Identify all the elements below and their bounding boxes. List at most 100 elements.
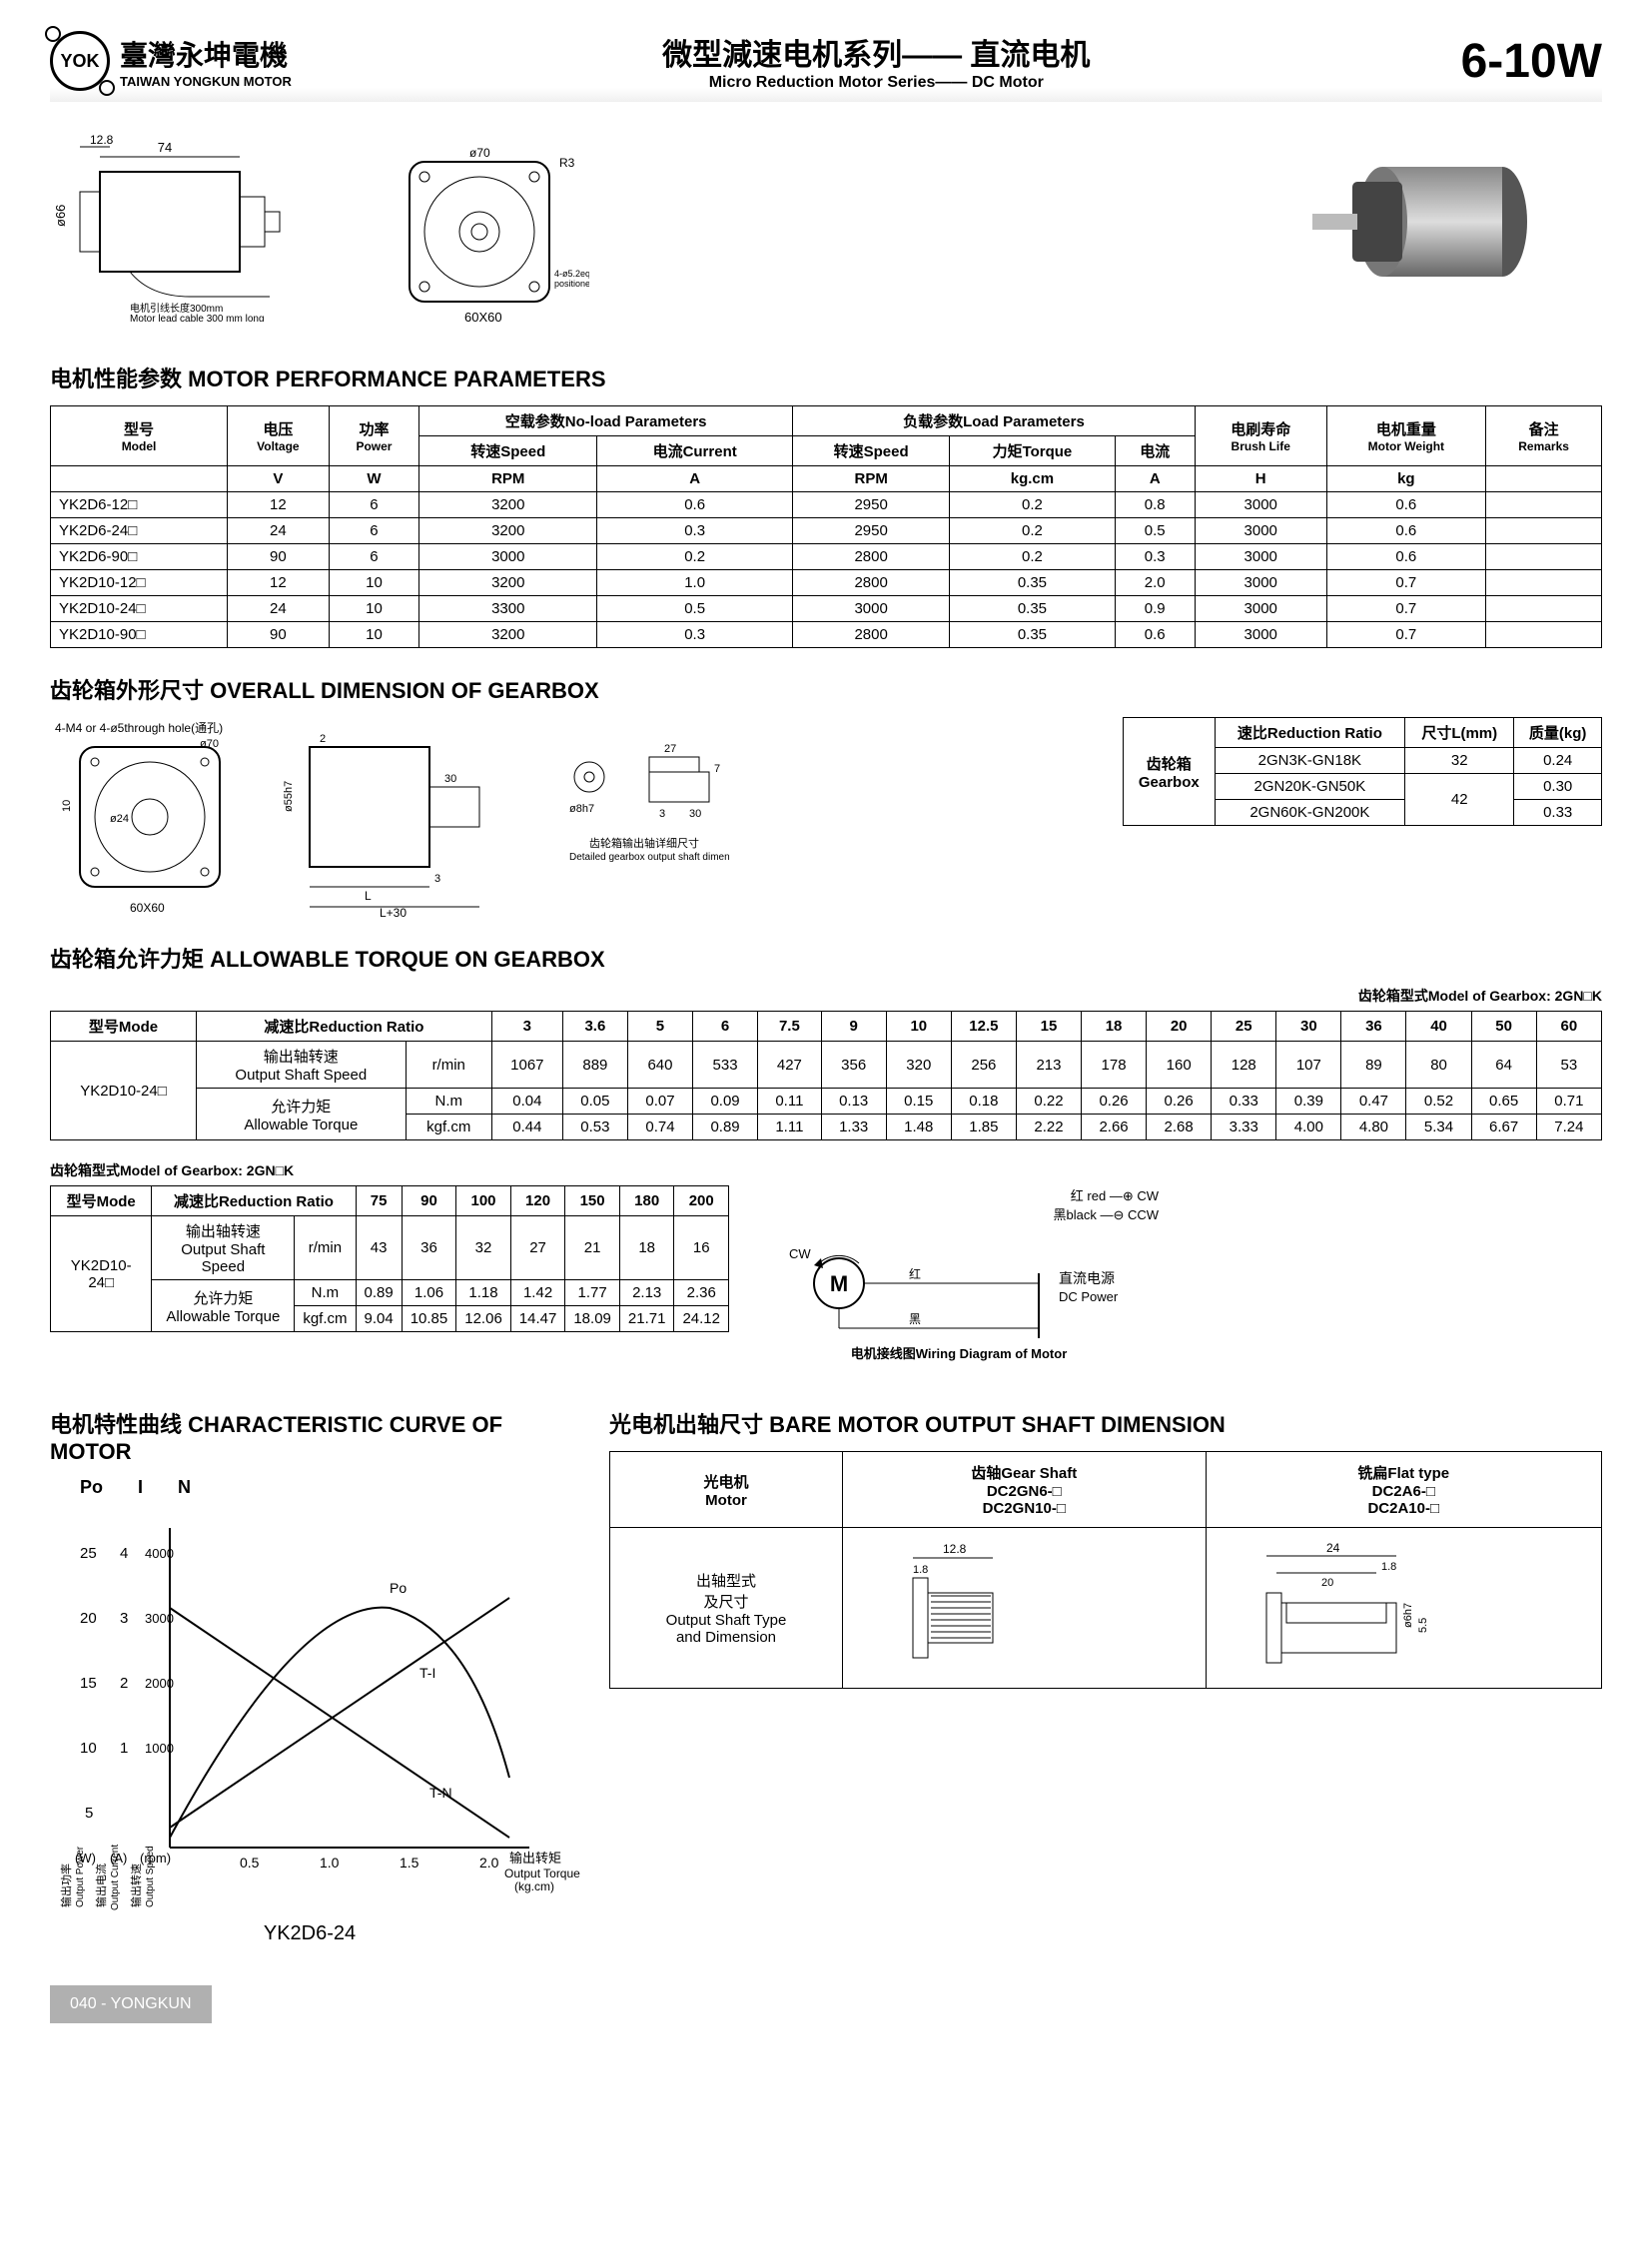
svg-text:2000: 2000 (145, 1676, 174, 1691)
perf-cell: 2800 (793, 570, 950, 596)
perf-cell: 0.6 (1326, 518, 1486, 544)
perf-cell: 0.35 (950, 596, 1115, 622)
torque-cell: 160 (1147, 1042, 1212, 1089)
svg-text:ø70: ø70 (200, 738, 219, 750)
t2-ratio: 减速比Reduction Ratio (152, 1186, 356, 1216)
perf-cell: 0.8 (1115, 492, 1195, 518)
perf-cell: 3000 (793, 596, 950, 622)
wire-ccw: CCW (1128, 1207, 1159, 1222)
wiring-diagram: 红 red —⊕ CW黑black —⊖ CCW M CW 红 黑 直流电源DC… (759, 1185, 1159, 1362)
perf-cell: 2950 (793, 518, 950, 544)
ratio-cell: 90 (402, 1186, 456, 1216)
shaft-section: 光电机出轴尺寸 BARE MOTOR OUTPUT SHAFT DIMENSIO… (609, 1382, 1602, 1945)
svg-text:20: 20 (80, 1610, 97, 1627)
svg-text:10: 10 (80, 1740, 97, 1757)
torque-cell: 0.22 (1016, 1089, 1081, 1115)
perf-cell: 0.6 (597, 492, 793, 518)
torque-flex: 型号Mode减速比Reduction Ratio7590100120150180… (50, 1185, 1602, 1362)
svg-text:黑: 黑 (909, 1312, 921, 1326)
shaft-table: 光电机Motor 齿轴Gear ShaftDC2GN6-□DC2GN10-□ 铣… (609, 1451, 1602, 1689)
perf-cell: 3300 (419, 596, 597, 622)
ratio-cell: 20 (1147, 1012, 1212, 1042)
axis-n: N (178, 1477, 191, 1498)
svg-text:(kg.cm): (kg.cm) (514, 1879, 554, 1893)
svg-text:10: 10 (61, 800, 73, 812)
torque-cell: 213 (1016, 1042, 1081, 1089)
bottom-row: 电机特性曲线 CHARACTERISTIC CURVE OF MOTOR Po … (50, 1382, 1602, 1945)
svg-text:L+30: L+30 (380, 906, 407, 917)
th-brush: 电刷寿命Brush Life (1195, 406, 1326, 466)
ratio-cell: 50 (1471, 1012, 1536, 1042)
svg-text:24: 24 (1326, 1541, 1340, 1555)
torque-cell: 0.15 (886, 1089, 951, 1115)
sh-flat-drawing: 241.820ø6h75.5 (1206, 1528, 1601, 1689)
torque-cell: 0.39 (1276, 1089, 1341, 1115)
svg-text:4: 4 (120, 1545, 128, 1562)
perf-cell: 0.7 (1326, 596, 1486, 622)
ratio-cell: 5 (627, 1012, 692, 1042)
gb-r2c3: 0.30 (1514, 774, 1602, 800)
torque-cell: 64 (1471, 1042, 1536, 1089)
motor-photo (1282, 132, 1602, 312)
torque-cell: 53 (1536, 1042, 1601, 1089)
svg-text:2.0: 2.0 (479, 1855, 499, 1870)
perf-cell: 3200 (419, 518, 597, 544)
perf-cell: 24 (228, 518, 330, 544)
t2-mode: 型号Mode (51, 1186, 152, 1216)
unit-cell: V (228, 466, 330, 492)
perf-cell: 3200 (419, 570, 597, 596)
perf-cell: 6 (329, 518, 419, 544)
ratio-cell: 3.6 (562, 1012, 627, 1042)
torque-cell: 18 (619, 1216, 674, 1280)
chart-model: YK2D6-24 (50, 1922, 569, 1945)
t1-torque: 允许力矩Allowable Torque (197, 1089, 407, 1140)
th-power: 功率Power (329, 406, 419, 466)
svg-text:4-M4 or 4-ø5through hole(通孔): 4-M4 or 4-ø5through hole(通孔) (55, 721, 223, 735)
torque-cell: 0.11 (758, 1089, 822, 1115)
perf-cell (1486, 596, 1602, 622)
ratio-cell: 25 (1212, 1012, 1276, 1042)
axis-i: I (138, 1477, 143, 1498)
perf-cell: 0.6 (1326, 492, 1486, 518)
perf-cell: YK2D10-24□ (51, 596, 228, 622)
svg-text:4000: 4000 (145, 1546, 174, 1561)
torque-cell: 0.26 (1082, 1089, 1147, 1115)
gearbox-drawing-1: 4-M4 or 4-ø5through hole(通孔) ø2410 ø7060… (50, 717, 250, 917)
torque-cell: 10.85 (402, 1306, 456, 1332)
torque-cell: 0.18 (951, 1089, 1016, 1115)
section-4-title: 电机特性曲线 CHARACTERISTIC CURVE OF MOTOR (50, 1407, 569, 1465)
torque-cell: 0.07 (627, 1089, 692, 1115)
gb-r2c1: 2GN20K-GN50K (1215, 774, 1405, 800)
svg-text:T-I: T-I (419, 1665, 435, 1681)
svg-text:3000: 3000 (145, 1611, 174, 1626)
ratio-cell: 18 (1082, 1012, 1147, 1042)
wire-black: 黑black (1053, 1207, 1096, 1222)
torque-cell: 2.68 (1147, 1115, 1212, 1140)
torque-cell: 24.12 (674, 1306, 729, 1332)
th-weight: 电机重量Motor Weight (1326, 406, 1486, 466)
perf-cell: 6 (329, 492, 419, 518)
gearbox-drawing-2: ø55h7 23 L L+30 30 (280, 717, 519, 917)
section-2-title: 齿轮箱外形尺寸 OVERALL DIMENSION OF GEARBOX (50, 673, 1602, 705)
svg-text:ø66: ø66 (53, 205, 68, 227)
ratio-cell: 6 (693, 1012, 758, 1042)
logo-text: YOK (60, 51, 99, 72)
torque-cell: 0.04 (491, 1089, 562, 1115)
torque-cell: 2.13 (619, 1280, 674, 1306)
torque-cell: 32 (456, 1216, 511, 1280)
unit-cell: kg.cm (950, 466, 1115, 492)
torque-cell: 0.52 (1406, 1089, 1471, 1115)
unit-cell: kg (1326, 466, 1486, 492)
svg-text:60X60: 60X60 (130, 901, 165, 915)
torque-cell: 2.66 (1082, 1115, 1147, 1140)
torque-cell: 0.74 (627, 1115, 692, 1140)
th-noload: 空载参数No-load Parameters (419, 406, 793, 436)
drawing-front-view: ø70R3 60X60 4-ø5.2equallypositioned(均布) (370, 132, 589, 332)
svg-text:DC Power: DC Power (1059, 1289, 1119, 1304)
t1-u3: kgf.cm (406, 1115, 491, 1140)
svg-text:2: 2 (320, 733, 326, 745)
svg-text:30: 30 (444, 773, 456, 785)
svg-text:12.8: 12.8 (90, 133, 114, 147)
torque-cell: 0.65 (1471, 1089, 1536, 1115)
torque-cell: 1.85 (951, 1115, 1016, 1140)
